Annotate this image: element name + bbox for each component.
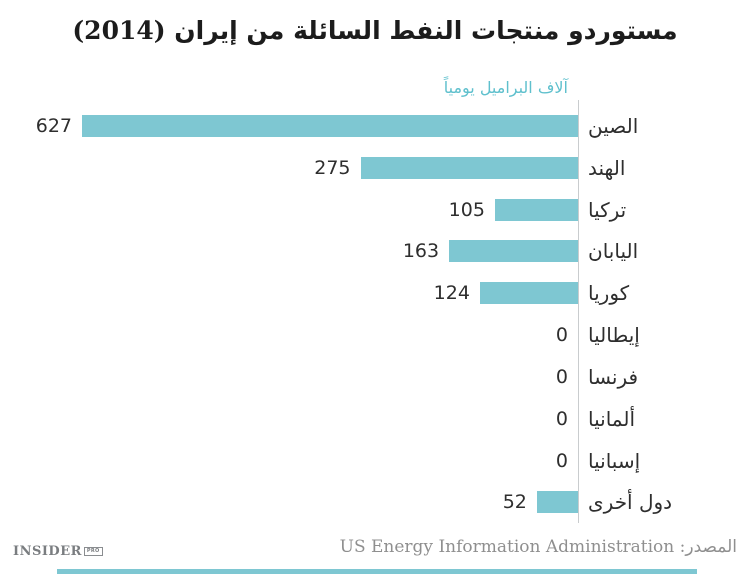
chart-title: مستوردو منتجات النفط السائلة من إيران (2…: [72, 16, 678, 45]
bar-row: 0 إيطاليا: [0, 314, 750, 356]
bar-row: 124 كوريا: [0, 272, 750, 314]
category-axis-line: [578, 100, 579, 523]
insider-pro-logo: INSIDER PRO: [13, 544, 103, 559]
bar: [536, 491, 578, 514]
source-credit: المصدر: US Energy Information Administra…: [339, 537, 737, 557]
bar: [494, 198, 578, 221]
bar-value-label: 0: [555, 365, 568, 388]
category-label: فرنسا: [588, 364, 639, 389]
category-label: اليابان: [588, 239, 639, 264]
bar-value-label: 627: [35, 115, 72, 137]
logo-wordmark: INSIDER: [13, 544, 82, 559]
bar: [449, 240, 578, 263]
category-label: دول أخرى: [588, 490, 673, 515]
category-label: كوريا: [588, 281, 630, 306]
bar: [360, 156, 578, 179]
bar-row: 275 الهند: [0, 147, 750, 189]
bar-row: 0 إسبانيا: [0, 440, 750, 482]
bar: [82, 115, 578, 137]
bar-value-label: 163: [402, 240, 440, 263]
bar-row: 52 دول أخرى: [0, 481, 750, 523]
category-label: إسبانيا: [588, 448, 641, 473]
footer-accent-strip: [57, 569, 697, 574]
bar-value-label: 52: [502, 491, 527, 514]
axis-caption: آلاف البراميل يومياً: [443, 78, 568, 97]
logo-pro-badge: PRO: [83, 547, 103, 556]
bar-row: 163 اليابان: [0, 230, 750, 272]
bar-row: 0 فرنسا: [0, 356, 750, 398]
bar-value-label: 0: [555, 407, 568, 430]
bar-row: 627 الصين: [0, 105, 750, 147]
bar-value-label: 0: [555, 324, 568, 347]
category-label: إيطاليا: [588, 323, 640, 348]
category-label: تركيا: [588, 197, 627, 222]
bar-value-label: 124: [433, 282, 470, 305]
category-label: ألمانيا: [588, 406, 636, 431]
bar-row: 0 ألمانيا: [0, 398, 750, 440]
bar-value-label: 0: [555, 449, 568, 472]
bar-value-label: 275: [314, 156, 351, 179]
category-label: الهند: [588, 155, 626, 180]
plot-area: 627 الصين 275 الهند 105 تركيا 163 اليابان 124 كور…: [0, 105, 750, 525]
bar-row: 105 تركيا: [0, 189, 750, 231]
bar: [479, 282, 578, 305]
category-label: الصين: [588, 114, 639, 138]
bar-value-label: 105: [448, 198, 485, 221]
